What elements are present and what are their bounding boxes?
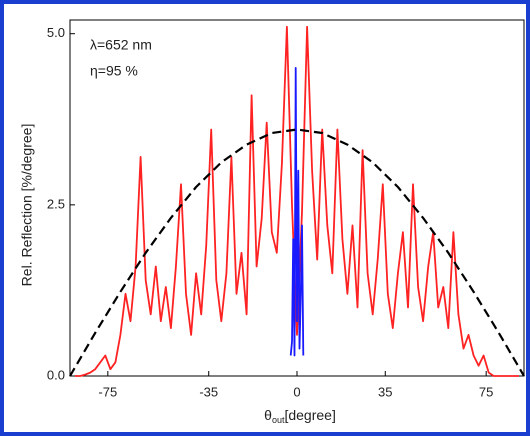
- annotation: λ=652 nm: [90, 37, 152, 53]
- y-tick-label: 0.0: [47, 367, 65, 382]
- x-axis-label: θout[degree]: [264, 407, 336, 426]
- data-line: [69, 128, 525, 377]
- data-line: [75, 25, 519, 377]
- x-tick-label: -75: [98, 384, 117, 399]
- data-line: [289, 67, 305, 357]
- x-tick-label: 0: [293, 384, 300, 399]
- x-tick-label: 35: [378, 384, 392, 399]
- y-axis-label: Rel. Reflection [%/degree]: [19, 124, 35, 287]
- y-tick-label: 5.0: [47, 25, 65, 40]
- x-label-symbol: θ: [264, 407, 272, 423]
- x-label-sub: out: [272, 415, 285, 425]
- x-tick-label: -35: [199, 384, 218, 399]
- annotation: η=95 %: [90, 63, 138, 79]
- x-tick-label: 75: [479, 384, 493, 399]
- x-label-unit: [degree]: [284, 407, 335, 423]
- y-tick-label: 2.5: [47, 196, 65, 211]
